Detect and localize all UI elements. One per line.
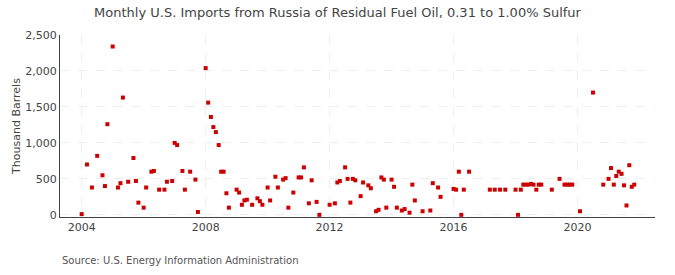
svg-text:500: 500: [36, 173, 57, 186]
svg-text:2,000: 2,000: [25, 65, 57, 78]
svg-text:2016: 2016: [440, 221, 468, 234]
svg-text:Monthly U.S. Imports from Russ: Monthly U.S. Imports from Russia of Resi…: [94, 5, 582, 20]
svg-text:2020: 2020: [564, 221, 592, 234]
svg-text:2008: 2008: [192, 221, 220, 234]
svg-text:2012: 2012: [316, 221, 344, 234]
svg-text:Source: U.S. Energy Informatio: Source: U.S. Energy Information Administ…: [62, 255, 299, 266]
svg-text:0: 0: [50, 209, 57, 222]
svg-text:Thousand Barrels: Thousand Barrels: [10, 78, 23, 175]
svg-text:1,500: 1,500: [25, 101, 57, 114]
svg-text:1,000: 1,000: [25, 137, 57, 150]
svg-text:2004: 2004: [68, 221, 96, 234]
svg-text:2,500: 2,500: [25, 29, 57, 42]
